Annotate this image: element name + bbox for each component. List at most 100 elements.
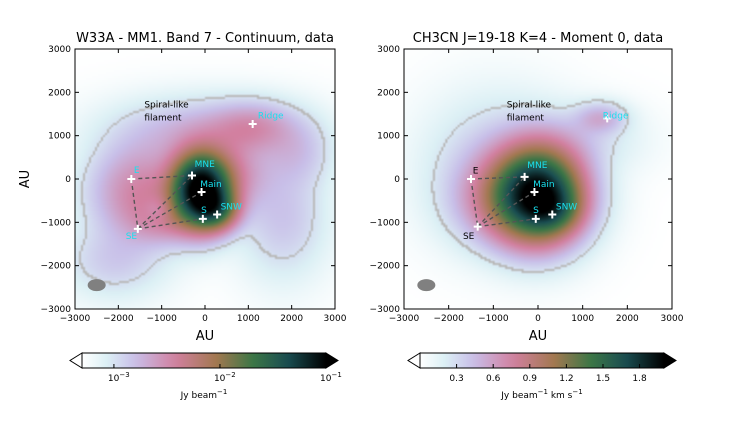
annotation: filament [507,114,545,124]
y-tick-label: 2000 [48,88,71,98]
y-tick-label: 3000 [48,45,71,55]
y-tick-label: 3000 [377,45,400,55]
y-tick-label: −1000 [370,218,401,228]
source-link [137,218,203,230]
source-label: SNW [556,202,577,212]
panel-title: W33A - MM1. Band 7 - Continuum, data [76,31,334,46]
source-link [130,178,139,229]
source-label: SE [126,232,138,242]
x-tick-label: 1000 [237,314,260,324]
source-label: MNE [195,160,215,170]
source-link [477,176,526,228]
colorbar-tick-label: 1.2 [559,374,573,384]
x-axis-label: AU [529,329,547,344]
x-tick-label: 3000 [324,314,347,324]
panel-1: E SE MNE Main SNW S Ridge Spiral-like filament −3… [18,31,347,401]
source-marker [548,210,557,219]
x-tick-label: 3000 [661,314,684,324]
colorbar-tick-label: 1.5 [596,374,610,384]
beam-ellipse [87,279,106,292]
source-marker [473,222,482,231]
source-label: Ridge [603,111,629,121]
colorbar-tick-label: 0.9 [523,374,538,384]
source-marker [197,188,206,196]
source-label: Main [200,180,222,190]
source-marker [248,119,257,128]
y-axis-label: AU [18,170,33,188]
source-label: S [201,206,207,216]
y-tick-label: −3000 [41,305,72,315]
source-link [470,178,479,227]
y-tick-label: 1000 [377,132,400,142]
y-tick-label: −1000 [41,218,72,228]
colorbar-extend-low [407,352,421,369]
colorbar-tick-label: 0.3 [449,374,463,384]
y-tick-label: 0 [394,175,400,185]
x-tick-label: 2000 [616,314,639,324]
y-tick-label: −2000 [41,262,72,272]
source-marker [531,214,540,223]
y-tick-label: 0 [65,175,71,185]
colorbar-tick-label: 10−2 [214,371,236,384]
colorbar-tick-label: 10−1 [320,371,342,384]
source-label: SNW [221,202,242,212]
source-marker [198,214,207,223]
source-marker [530,188,539,196]
y-tick-label: −3000 [370,305,401,315]
annotation: Spiral-like [144,101,189,111]
x-tick-label: 1000 [571,314,594,324]
source-marker [133,224,142,233]
x-tick-label: −3000 [60,314,91,324]
x-tick-label: −2000 [103,314,134,324]
source-label: Main [533,180,555,190]
colorbar-tick-label: 10−3 [108,371,130,384]
colorbar-tick-label: 0.6 [486,374,501,384]
y-tick-label: 2000 [377,88,400,98]
x-tick-label: −1000 [146,314,177,324]
panel-title: CH3CN J=19-18 K=4 - Moment 0, data [413,31,663,46]
source-label: E [473,166,479,176]
source-label: S [533,206,539,216]
source-marker [188,171,196,180]
source-marker [520,172,529,181]
x-tick-label: −2000 [433,314,464,324]
colorbar-label: Jy beam−1 [180,388,228,401]
y-tick-label: −2000 [370,262,401,272]
source-link [131,174,193,180]
colorbar-tick-label: 1.8 [632,374,647,384]
colorbar-label: Jy beam−1 km s−1 [500,388,582,401]
colorbar-frame [419,352,665,369]
colorbar-extend-high [325,352,339,369]
source-label: E [134,166,140,176]
source-label: SE [463,232,475,242]
colorbar: 0.3 0.6 0.9 1.2 1.5 1.8 Jy beam−1 km s−1 [407,352,677,401]
x-tick-label: −3000 [389,314,420,324]
source-marker [467,175,475,183]
source-marker [603,114,612,123]
source-marker [213,210,222,219]
annotation: Spiral-like [507,101,552,111]
x-tick-label: −1000 [478,314,509,324]
colorbar-frame [81,352,327,369]
colorbar: 10−3 10−2 10−1 Jy beam−1 [69,352,342,401]
source-label: Ridge [258,111,284,121]
source-marker [127,175,136,183]
x-tick-label: 0 [535,314,541,324]
x-tick-label: 2000 [280,314,303,324]
source-link [470,176,525,180]
y-tick-label: 1000 [48,132,71,142]
panel-2: E SE MNE Main SNW S Ridge Spiral-like filament −3… [370,31,684,401]
source-link [137,191,202,230]
source-link [477,218,536,228]
beam-ellipse [417,279,436,292]
x-axis-label: AU [196,329,214,344]
colorbar-gradient [82,353,326,368]
colorbar-extend-low [69,352,83,369]
source-link [137,175,193,230]
colorbar-extend-high [663,352,677,369]
intensity-map [404,49,672,309]
x-tick-label: 0 [202,314,208,324]
annotation: filament [144,114,182,124]
source-label: MNE [527,161,547,171]
